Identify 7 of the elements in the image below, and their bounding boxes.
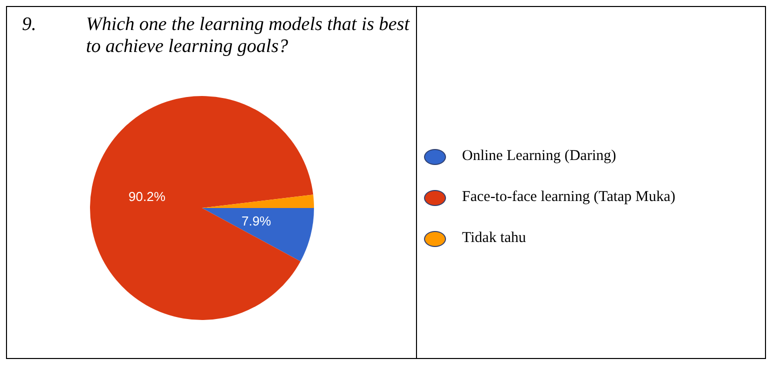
chart-title: Which one the learning models that is best to achieve learning goals? bbox=[86, 14, 411, 58]
text: 9. bbox=[22, 14, 36, 36]
data-label: 90.2% bbox=[128, 189, 166, 204]
legend-label: Online Learning (Daring) bbox=[462, 148, 616, 165]
data-label: 7.9% bbox=[241, 213, 272, 228]
legend-label: Tidak tahu bbox=[462, 230, 526, 247]
legend-label: Face-to-face learning (Tatap Muka) bbox=[462, 189, 676, 206]
